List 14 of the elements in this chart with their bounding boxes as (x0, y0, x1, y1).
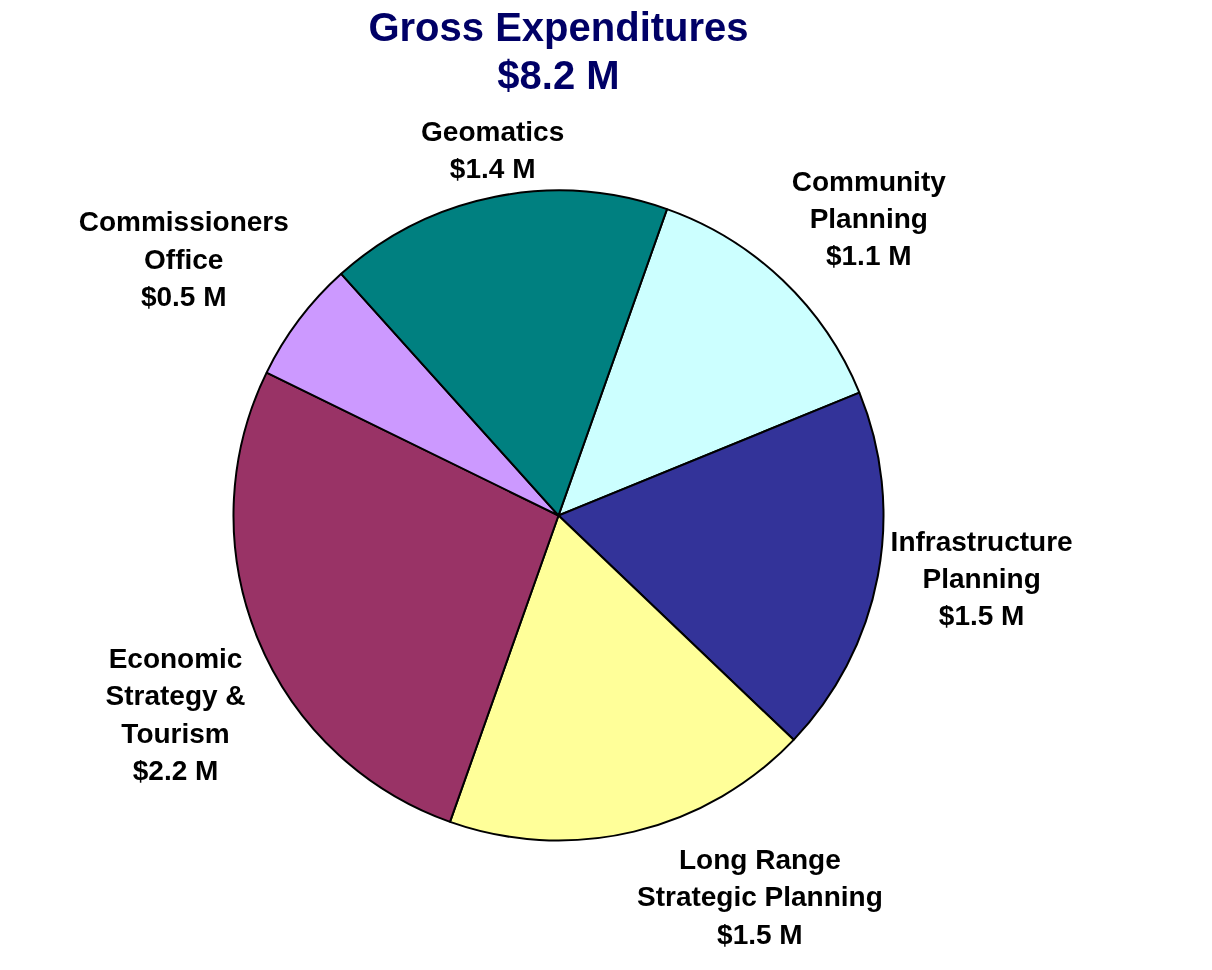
data-label: $1.5 M (717, 918, 803, 950)
data-label: $1.5 M (938, 600, 1025, 632)
slice-label: Commissioners Office (78, 206, 289, 275)
slice-label: Community Planning (791, 165, 947, 234)
chart-subtitle: $8.2 M (497, 52, 620, 97)
data-label: $1.1 M (825, 239, 912, 271)
slice-label: Geomatics (421, 115, 565, 147)
data-label: $2.2 M (132, 754, 219, 786)
data-label: $1.4 M (449, 152, 536, 184)
slice-label: Infrastructure Planning (890, 525, 1073, 594)
chart-title: Gross Expenditures (368, 4, 749, 49)
slice-label: Economic Strategy & Tourism (105, 643, 246, 749)
data-label: $0.5 M (140, 280, 227, 312)
slice-label: Long Range Strategic Planning (636, 844, 883, 913)
